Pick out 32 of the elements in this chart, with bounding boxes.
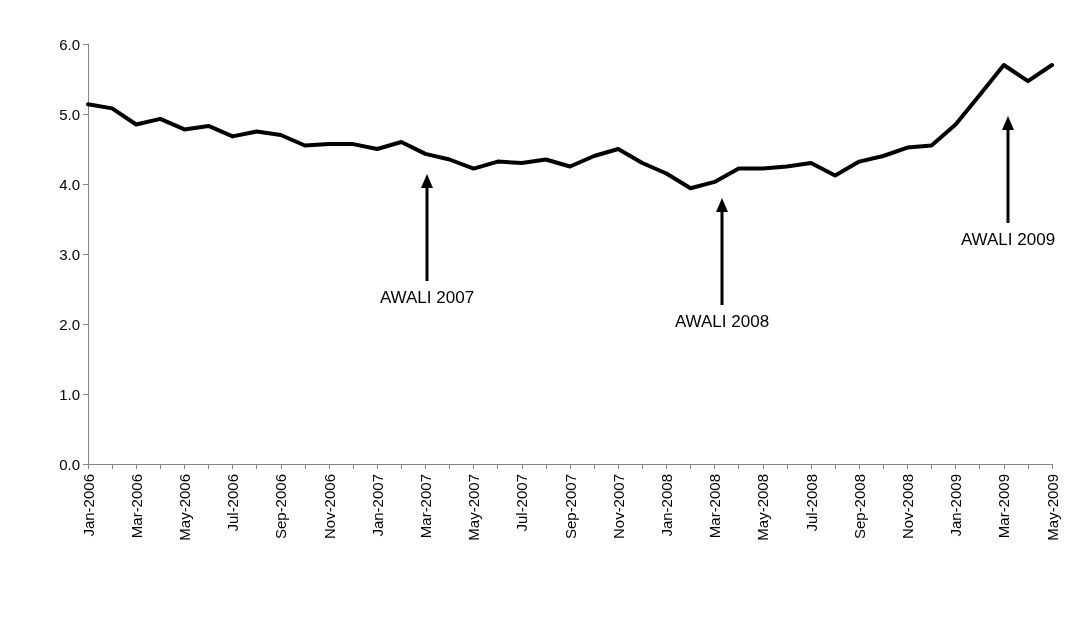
x-tick-label: Sep-2008 xyxy=(850,474,868,540)
y-tick-label: 2.0 xyxy=(59,315,80,333)
x-tick-label: Jan-2007 xyxy=(368,474,386,537)
y-tick-label: 1.0 xyxy=(59,385,80,403)
x-tick-label: Nov-2006 xyxy=(320,474,338,540)
y-tick-label: 5.0 xyxy=(59,105,80,123)
y-tick-label: 0.0 xyxy=(59,455,80,473)
x-tick-label: Jul-2006 xyxy=(224,474,242,532)
x-tick-label: Mar-2009 xyxy=(995,474,1013,539)
x-tick-label: May-2006 xyxy=(175,474,193,541)
annotation: AWALI 2007 xyxy=(379,288,475,307)
y-tick-label: 3.0 xyxy=(59,245,80,263)
y-tick-label: 6.0 xyxy=(59,35,80,53)
x-tick-label: Mar-2007 xyxy=(416,474,434,539)
x-tick-label: Jan-2008 xyxy=(657,474,675,537)
x-tick-label: Sep-2007 xyxy=(561,474,579,540)
x-tick-label: Nov-2008 xyxy=(898,474,916,540)
x-tick-label: Jul-2007 xyxy=(513,474,531,532)
x-tick-label: May-2009 xyxy=(1043,474,1061,541)
annotation: AWALI 2008 xyxy=(674,312,770,331)
y-tick-label: 4.0 xyxy=(59,175,80,193)
x-tick-label: May-2008 xyxy=(754,474,772,541)
x-tick-label: Sep-2006 xyxy=(272,474,290,540)
x-tick-label: Mar-2006 xyxy=(127,474,145,539)
annotation: AWALI 2009 xyxy=(960,230,1056,249)
x-tick-label: Jan-2009 xyxy=(947,474,965,537)
x-tick-label: Nov-2007 xyxy=(609,474,627,540)
x-tick-label: Jul-2008 xyxy=(802,474,820,532)
x-tick-label: Mar-2008 xyxy=(706,474,724,539)
line-series xyxy=(86,63,1054,191)
x-tick-label: Jan-2006 xyxy=(79,474,97,537)
x-tick-label: May-2007 xyxy=(465,474,483,541)
